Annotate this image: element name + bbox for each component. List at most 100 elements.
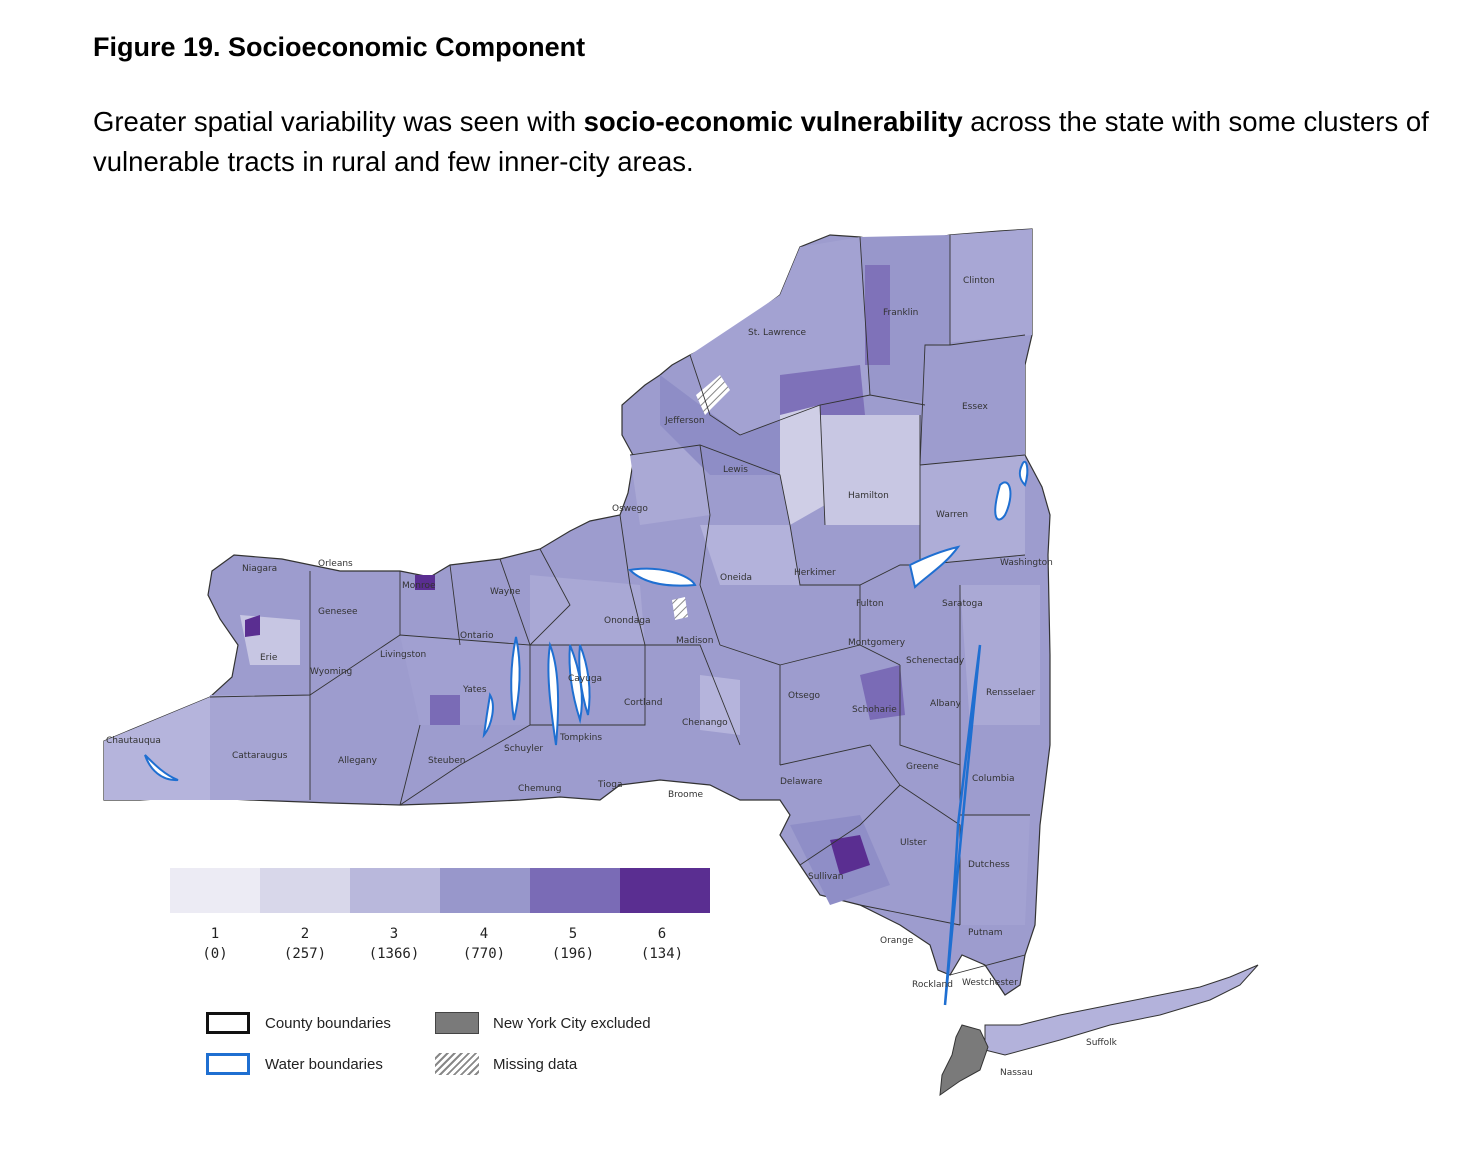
county-label-schuyler: Schuyler xyxy=(504,744,543,754)
county-label-allegany: Allegany xyxy=(338,756,378,766)
missing-data-label: Missing data xyxy=(493,1056,578,1073)
county-label-schoharie: Schoharie xyxy=(852,705,897,715)
county-label-dutchess: Dutchess xyxy=(968,860,1010,870)
legend-class-6: 6 (134) xyxy=(617,924,707,964)
water-boundary-label: Water boundaries xyxy=(265,1056,383,1073)
county-label-chenango: Chenango xyxy=(682,718,728,728)
description-bold-phrase: socio-economic vulnerability xyxy=(583,106,963,137)
county-label-wyoming: Wyoming xyxy=(310,667,352,677)
legend-class-label: 4 xyxy=(479,926,489,942)
water-boundaries xyxy=(144,460,1029,1006)
county-label-cortland: Cortland xyxy=(624,698,662,708)
county-label-oneida: Oneida xyxy=(720,573,752,583)
county-label-hamilton: Hamilton xyxy=(848,491,889,501)
county-label-montgomery: Montgomery xyxy=(848,638,906,648)
county-label-lewis: Lewis xyxy=(723,465,748,475)
legend-class-label: 1 xyxy=(210,926,220,942)
county-label-suffolk: Suffolk xyxy=(1086,1038,1118,1048)
missing-data-area xyxy=(672,597,688,620)
county-label-franklin: Franklin xyxy=(883,308,918,318)
county-label-st-lawrence: St. Lawrence xyxy=(748,328,807,338)
county-label-albany: Albany xyxy=(930,699,962,709)
county-label-columbia: Columbia xyxy=(972,774,1015,784)
county-label-madison: Madison xyxy=(676,636,713,646)
county-label-westchester: Westchester xyxy=(962,978,1018,988)
county-label-sullivan: Sullivan xyxy=(808,872,843,882)
nyc-excluded-swatch xyxy=(435,1012,479,1034)
county-label-washington: Washington xyxy=(1000,558,1053,568)
legend-class-count: (134) xyxy=(640,946,684,962)
county-label-ulster: Ulster xyxy=(900,838,927,848)
legend-class-count: (257) xyxy=(283,946,327,962)
county-label-livingston: Livingston xyxy=(380,650,426,660)
county-label-oswego: Oswego xyxy=(612,504,648,514)
legend-class-count: (1366) xyxy=(368,946,420,962)
county-label-orange: Orange xyxy=(880,936,914,946)
nyc-excluded-area xyxy=(939,1024,989,1097)
legend-class-2: 2 (257) xyxy=(260,924,350,964)
county-label-saratoga: Saratoga xyxy=(942,599,983,609)
description-text-end: across the state with some clusters of v… xyxy=(93,106,1429,177)
county-label-yates: Yates xyxy=(462,685,487,695)
county-label-onondaga: Onondaga xyxy=(604,616,650,626)
county-labels: St. Lawrence Franklin Clinton Essex Jeff… xyxy=(106,276,1118,1078)
county-label-broome: Broome xyxy=(668,790,703,800)
legend-class-count: (196) xyxy=(551,946,595,962)
county-label-chautauqua: Chautauqua xyxy=(106,736,161,746)
county-shading xyxy=(104,229,1040,925)
county-label-schenectady: Schenectady xyxy=(906,656,965,666)
county-label-jefferson: Jefferson xyxy=(664,416,705,426)
legend-swatch-3 xyxy=(350,868,440,913)
missing-data-area xyxy=(696,375,730,415)
county-label-tioga: Tioga xyxy=(597,780,622,790)
figure-title: Figure 19. Socioeconomic Component xyxy=(93,32,586,62)
water-boundary-swatch xyxy=(206,1053,250,1075)
legend-class-3: 3 (1366) xyxy=(349,924,439,964)
county-label-delaware: Delaware xyxy=(780,777,823,787)
legend-class-4: 4 (770) xyxy=(439,924,529,964)
legend-swatch-2 xyxy=(260,868,350,913)
county-label-putnam: Putnam xyxy=(968,928,1003,938)
legend-class-label: 6 xyxy=(657,926,667,942)
county-label-steuben: Steuben xyxy=(428,756,465,766)
county-label-niagara: Niagara xyxy=(242,564,277,574)
county-label-tompkins: Tompkins xyxy=(559,733,602,743)
description-text-start: Greater spatial variability was seen wit… xyxy=(93,106,584,137)
legend-class-1: 1 (0) xyxy=(170,924,260,964)
county-label-rensselaer: Rensselaer xyxy=(986,688,1036,698)
missing-data-swatch xyxy=(435,1053,479,1075)
county-boundary-swatch xyxy=(206,1012,250,1034)
county-label-chemung: Chemung xyxy=(518,784,561,794)
long-island xyxy=(984,964,1259,1056)
legend-class-count: (0) xyxy=(202,946,228,962)
legend-class-label: 5 xyxy=(568,926,578,942)
county-label-cattaraugus: Cattaraugus xyxy=(232,751,288,761)
county-label-essex: Essex xyxy=(962,402,988,412)
county-boundary-label: County boundaries xyxy=(265,1015,391,1032)
legend-class-label: 2 xyxy=(300,926,310,942)
legend-swatch-4 xyxy=(440,868,530,913)
legend-swatch-6 xyxy=(620,868,710,913)
ny-state-map: St. Lawrence Franklin Clinton Essex Jeff… xyxy=(103,228,1259,1097)
county-label-monroe: Monroe xyxy=(402,581,436,591)
county-label-wayne: Wayne xyxy=(490,587,521,597)
county-label-fulton: Fulton xyxy=(856,599,884,609)
county-label-ontario: Ontario xyxy=(460,631,494,641)
county-label-erie: Erie xyxy=(260,653,278,663)
legend-swatch-1 xyxy=(170,868,260,913)
county-label-orleans: Orleans xyxy=(318,559,353,569)
county-label-otsego: Otsego xyxy=(788,691,821,701)
county-label-cayuga: Cayuga xyxy=(568,674,602,684)
county-label-greene: Greene xyxy=(906,762,939,772)
legend-class-count: (770) xyxy=(462,946,506,962)
description-paragraph: Greater spatial variability was seen wit… xyxy=(93,102,1453,182)
county-label-rockland: Rockland xyxy=(912,980,953,990)
county-label-nassau: Nassau xyxy=(1000,1068,1033,1078)
nyc-excluded-label: New York City excluded xyxy=(493,1015,651,1032)
county-label-clinton: Clinton xyxy=(963,276,995,286)
county-label-genesee: Genesee xyxy=(318,607,358,617)
legend-class-label: 3 xyxy=(389,926,399,942)
legend-class-5: 5 (196) xyxy=(528,924,618,964)
county-label-herkimer: Herkimer xyxy=(794,568,836,578)
legend-swatch-5 xyxy=(530,868,620,913)
